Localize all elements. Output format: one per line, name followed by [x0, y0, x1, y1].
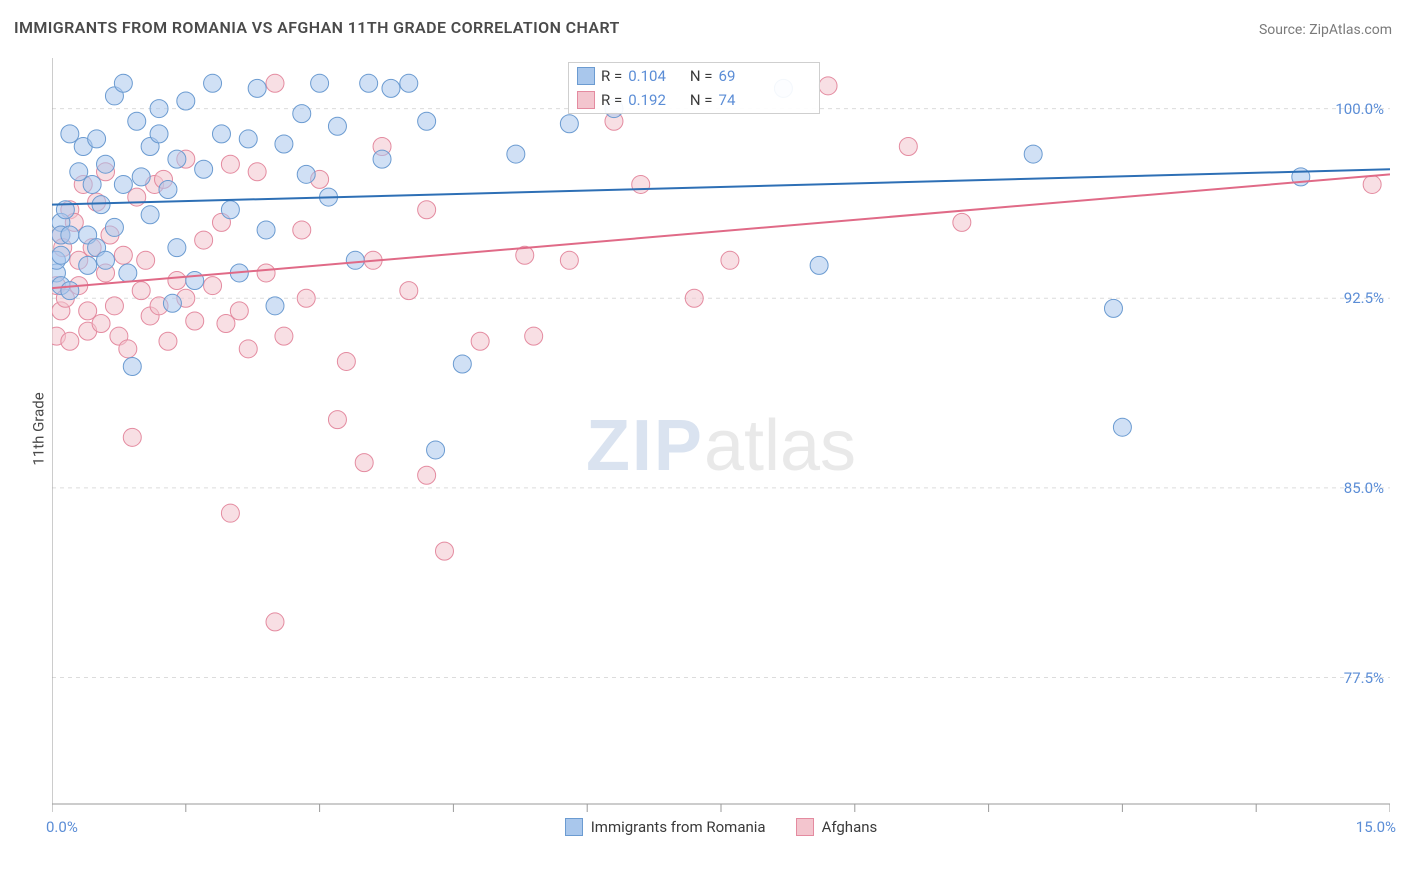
swatch-romania: [577, 67, 595, 85]
y-tick-label: 85.0%: [1344, 479, 1384, 497]
stat-label-N2: N =: [690, 91, 713, 109]
y-axis-label: 11th Grade: [30, 392, 48, 465]
stat-label-N: N =: [690, 67, 713, 85]
stats-row-romania: R = 0.104 N = 69: [569, 64, 819, 88]
legend-label-afghans: Afghans: [822, 818, 878, 836]
legend-swatch-afghans: [796, 818, 814, 836]
bottom-legend: Immigrants from Romania Afghans: [52, 818, 1390, 836]
stat-N-afghans: 74: [719, 91, 736, 109]
legend-item-afghans: Afghans: [796, 818, 878, 836]
scatter-plot-svg: [52, 58, 1390, 834]
stat-R-romania: 0.104: [628, 67, 666, 85]
chart-title: IMMIGRANTS FROM ROMANIA VS AFGHAN 11TH G…: [14, 18, 620, 37]
stats-legend: R = 0.104 N = 69 R = 0.192 N = 74: [568, 62, 820, 114]
y-tick-label: 77.5%: [1344, 669, 1384, 687]
swatch-afghans: [577, 91, 595, 109]
stat-label-R2: R =: [601, 91, 622, 109]
stats-row-afghans: R = 0.192 N = 74: [569, 88, 819, 112]
chart-source: Source: ZipAtlas.com: [1259, 22, 1392, 38]
legend-swatch-romania: [565, 818, 583, 836]
plot-area: ZIPatlas R = 0.104 N = 69 R = 0.192 N = …: [52, 58, 1390, 834]
stat-label-R: R =: [601, 67, 622, 85]
legend-label-romania: Immigrants from Romania: [591, 818, 766, 836]
y-tick-label: 100.0%: [1335, 100, 1384, 118]
stat-R-afghans: 0.192: [628, 91, 666, 109]
y-tick-label: 92.5%: [1344, 289, 1384, 307]
legend-item-romania: Immigrants from Romania: [565, 818, 766, 836]
stat-N-romania: 69: [719, 67, 736, 85]
